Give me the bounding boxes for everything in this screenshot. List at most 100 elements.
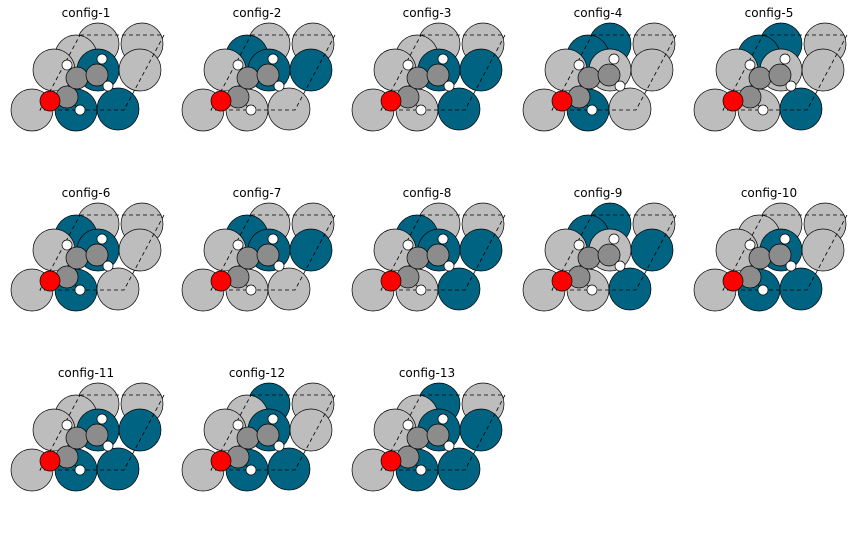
oxygen-atom <box>551 90 573 112</box>
oxygen-atom <box>722 90 744 112</box>
hydrogen-atom <box>608 53 620 65</box>
panel-title: config-6 <box>62 186 111 200</box>
hydrogen-atom <box>443 80 455 92</box>
panel-title: config-12 <box>229 366 285 380</box>
config-panel: config-4 <box>522 6 677 132</box>
hydrogen-atom <box>74 464 86 476</box>
hydrogen-atom <box>437 413 449 425</box>
hydrogen-atom <box>245 464 257 476</box>
hydrogen-atom <box>61 59 73 71</box>
surface-atom <box>118 48 162 92</box>
panel-title: config-7 <box>233 186 282 200</box>
carbon-atom <box>256 63 280 87</box>
hydrogen-atom <box>74 284 86 296</box>
config-panel: config-5 <box>693 6 848 132</box>
carbon-atom <box>85 423 109 447</box>
highlighted-surface-atom <box>608 267 652 311</box>
hydrogen-atom <box>96 233 108 245</box>
panel-title: config-2 <box>233 6 282 20</box>
config-panel: config-7 <box>181 186 336 312</box>
highlighted-surface-atom <box>437 267 481 311</box>
unit-cell-outline <box>380 394 506 471</box>
highlighted-surface-atom <box>459 228 503 272</box>
hydrogen-atom <box>232 59 244 71</box>
hydrogen-atom <box>402 419 414 431</box>
hydrogen-atom <box>586 104 598 116</box>
highlighted-surface-atom <box>118 408 162 452</box>
highlighted-surface-atom <box>437 447 481 491</box>
carbon-atom <box>236 426 260 450</box>
oxygen-atom <box>210 450 232 472</box>
unit-cell-outline <box>380 214 506 291</box>
config-panel: config-12 <box>181 366 336 492</box>
unit-cell-outline <box>380 34 506 111</box>
hydrogen-atom <box>267 53 279 65</box>
carbon-atom <box>406 246 430 270</box>
hydrogen-atom <box>757 104 769 116</box>
panel-title: config-11 <box>58 366 114 380</box>
unit-cell-outline <box>210 394 336 471</box>
unit-cell-outline <box>210 214 336 291</box>
config-panel: config-3 <box>351 6 506 132</box>
config-panel: config-9 <box>522 186 677 312</box>
oxygen-atom <box>39 90 61 112</box>
hydrogen-atom <box>96 413 108 425</box>
config-panel: config-6 <box>10 186 165 312</box>
carbon-atom <box>406 66 430 90</box>
hydrogen-atom <box>757 284 769 296</box>
surface-atom <box>801 48 845 92</box>
carbon-atom <box>597 63 621 87</box>
surface-atom <box>96 267 140 311</box>
carbon-atom <box>256 423 280 447</box>
hydrogen-atom <box>586 284 598 296</box>
panel-title: config-13 <box>399 366 455 380</box>
unit-cell-outline <box>551 34 677 111</box>
oxygen-atom <box>39 270 61 292</box>
hydrogen-atom <box>573 59 585 71</box>
unit-cell-outline <box>39 394 165 471</box>
hydrogen-atom <box>273 440 285 452</box>
carbon-atom <box>65 426 89 450</box>
hydrogen-atom <box>402 59 414 71</box>
highlighted-surface-atom <box>630 228 674 272</box>
hydrogen-atom <box>437 53 449 65</box>
carbon-atom <box>236 246 260 270</box>
hydrogen-atom <box>245 284 257 296</box>
hydrogen-atom <box>267 233 279 245</box>
oxygen-atom <box>380 450 402 472</box>
oxygen-atom <box>210 90 232 112</box>
panel-title: config-10 <box>741 186 797 200</box>
hydrogen-atom <box>614 260 626 272</box>
config-panel: config-1 <box>10 6 165 132</box>
config-panel: config-11 <box>10 366 165 492</box>
config-panel: config-13 <box>351 366 506 492</box>
oxygen-atom <box>551 270 573 292</box>
carbon-atom <box>85 243 109 267</box>
hydrogen-atom <box>245 104 257 116</box>
surface-atom <box>267 267 311 311</box>
hydrogen-atom <box>744 59 756 71</box>
hydrogen-atom <box>614 80 626 92</box>
hydrogen-atom <box>102 80 114 92</box>
carbon-atom <box>236 66 260 90</box>
highlighted-surface-atom <box>267 447 311 491</box>
hydrogen-atom <box>74 104 86 116</box>
carbon-atom <box>426 63 450 87</box>
oxygen-atom <box>380 270 402 292</box>
config-panel: config-2 <box>181 6 336 132</box>
hydrogen-atom <box>415 104 427 116</box>
hydrogen-atom <box>785 80 797 92</box>
unit-cell-outline <box>39 214 165 291</box>
hydrogen-atom <box>415 464 427 476</box>
hydrogen-atom <box>779 233 791 245</box>
panel-title: config-4 <box>574 6 623 20</box>
hydrogen-atom <box>443 260 455 272</box>
hydrogen-atom <box>267 413 279 425</box>
carbon-atom <box>768 63 792 87</box>
carbon-atom <box>406 426 430 450</box>
carbon-atom <box>65 66 89 90</box>
oxygen-atom <box>380 90 402 112</box>
highlighted-surface-atom <box>96 447 140 491</box>
hydrogen-atom <box>61 239 73 251</box>
